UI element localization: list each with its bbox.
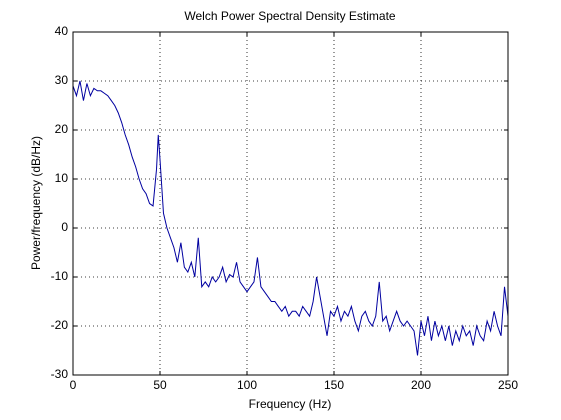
x-tick-label: 50: [153, 378, 167, 392]
y-tick-label: 40: [55, 24, 69, 38]
y-axis-label: Power/frequency (dB/Hz): [29, 136, 43, 270]
y-tick-label: 20: [55, 122, 69, 136]
plot-area: [73, 32, 508, 375]
x-tick-label: 150: [324, 378, 344, 392]
x-axis-label: Frequency (Hz): [249, 397, 332, 411]
x-tick-label: 100: [237, 378, 257, 392]
x-tick-label: 0: [70, 378, 77, 392]
y-tick-label: -30: [51, 367, 69, 381]
axes-box: [72, 31, 509, 376]
chart-title: Welch Power Spectral Density Estimate: [184, 9, 396, 23]
y-tick-label: -10: [51, 269, 69, 283]
x-tick-label: 200: [411, 378, 431, 392]
x-tick-label: 250: [498, 378, 518, 392]
y-tick-label: -20: [51, 318, 69, 332]
y-tick-label: 0: [61, 220, 68, 234]
line-series: [72, 80, 509, 356]
y-tick-label: 10: [55, 171, 69, 185]
y-tick-label: 30: [55, 73, 69, 87]
